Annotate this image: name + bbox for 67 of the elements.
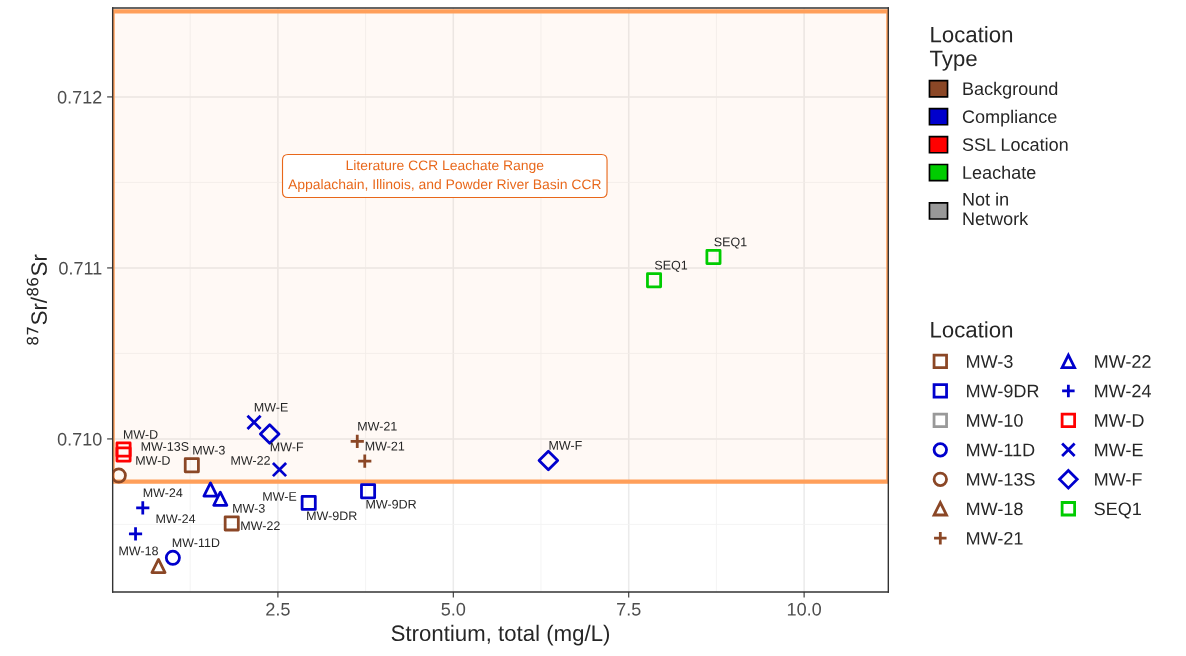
annotation: MW-22 xyxy=(231,456,270,465)
annotation: MW-24 xyxy=(156,514,196,524)
point xyxy=(223,515,240,532)
annotation: MW-E xyxy=(263,492,297,501)
y-tick-label: 0.711 xyxy=(59,261,102,275)
x-tick-label: 10.0 xyxy=(787,602,821,616)
point xyxy=(537,449,560,472)
point xyxy=(183,457,200,474)
point xyxy=(360,483,377,500)
legend-label: MW-F xyxy=(1095,473,1142,486)
legend-label: Leachate xyxy=(963,165,1036,179)
annotation: MW-11D xyxy=(172,538,220,548)
annotation: MW-E xyxy=(254,402,288,412)
band-label: Literature CCR Leachate Range Appalachain, Illinois, and Powder River Basin CCR xyxy=(288,160,601,192)
annotation: MW-3 xyxy=(193,445,225,455)
legend-label: Not in Network xyxy=(963,192,1029,226)
point xyxy=(300,494,317,511)
annotation: MW-F xyxy=(270,442,304,452)
annotation: MW-D xyxy=(123,430,158,439)
annotation: MW-21 xyxy=(365,441,405,451)
y-tick-label: 0.712 xyxy=(57,90,102,104)
x-tick-label: 5.0 xyxy=(441,602,466,616)
annotation: MW-22 xyxy=(241,521,280,531)
text: Location Type xyxy=(929,26,1013,71)
annotation: SEQ1 xyxy=(714,237,747,249)
point xyxy=(246,414,263,431)
point xyxy=(150,558,167,574)
x-tick-label: 2.5 xyxy=(266,602,290,616)
legend-label: MW-21 xyxy=(967,531,1023,545)
legend-label: MW-11D xyxy=(967,443,1035,457)
legend-label: MW-13S xyxy=(967,473,1035,486)
point xyxy=(202,481,219,498)
legend-label: MW-3 xyxy=(967,355,1013,368)
annotation: SEQ1 xyxy=(654,260,688,272)
point xyxy=(115,446,132,463)
point xyxy=(646,272,663,289)
legend-label: MW-10 xyxy=(967,414,1023,427)
legend-label: SSL Location xyxy=(962,137,1068,151)
annotation: MW-24 xyxy=(143,488,183,498)
point xyxy=(115,441,132,458)
point xyxy=(705,249,722,265)
annotation: MW-21 xyxy=(358,421,397,431)
annotation: MW-18 xyxy=(119,546,158,556)
point xyxy=(164,549,181,566)
y-tick-label: 0.710 xyxy=(57,432,102,446)
x-tick-label: 7.5 xyxy=(617,603,641,616)
legend-label: Compliance xyxy=(962,109,1057,127)
annotation: MW-3 xyxy=(233,503,265,513)
legend-label: Background xyxy=(963,81,1058,99)
y-axis-title: $^{87}$Sr/$^{86}$Sr xyxy=(26,254,47,345)
annotation: MW-13S xyxy=(141,442,189,451)
legend-label: MW-24 xyxy=(1095,384,1151,398)
point xyxy=(112,467,127,484)
legend-label: MW-E xyxy=(1095,443,1143,457)
point xyxy=(271,461,288,478)
annotation: MW-F xyxy=(549,441,582,450)
annotation: MW-9DR xyxy=(307,511,357,521)
point xyxy=(212,490,229,507)
annotation: MW-9DR xyxy=(366,499,417,509)
legend-label: MW-18 xyxy=(967,502,1023,516)
legend-label: SEQ1 xyxy=(1094,502,1141,519)
text: Location xyxy=(931,321,1013,338)
legend-label: MW-9DR xyxy=(967,384,1039,398)
annotation: MW-D xyxy=(136,456,170,465)
legend-label: MW-D xyxy=(1095,414,1144,427)
legend-label: MW-22 xyxy=(1095,355,1151,368)
x-axis-title: Strontium, total (mg/L) xyxy=(391,624,610,646)
